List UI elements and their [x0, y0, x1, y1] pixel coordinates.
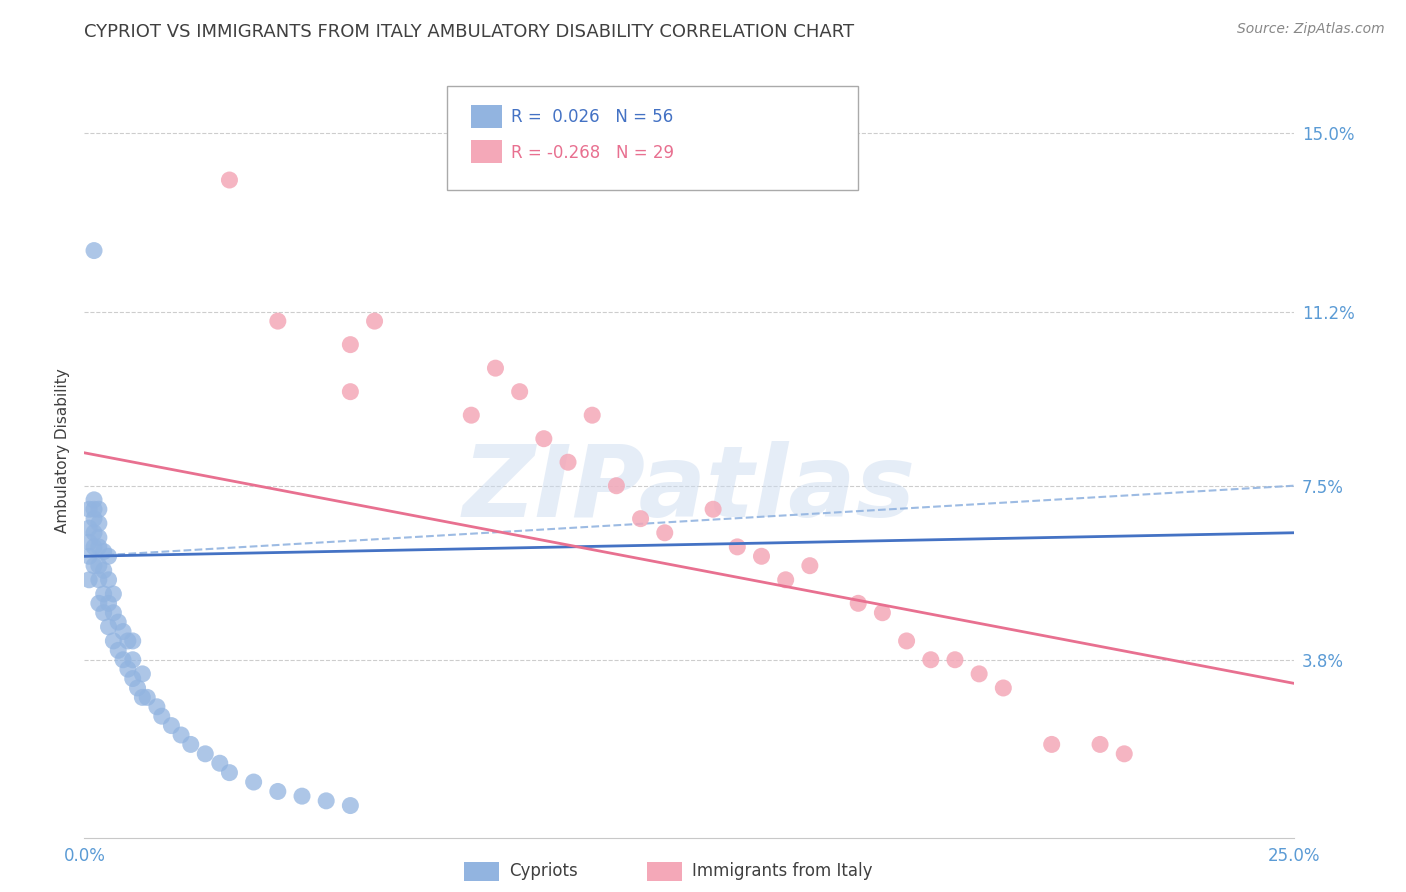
Point	[87, 502, 110, 516]
Point	[107, 643, 129, 657]
Point	[97, 549, 120, 564]
Point	[103, 606, 125, 620]
Point	[267, 784, 290, 798]
Point	[127, 681, 149, 695]
Point	[97, 620, 120, 634]
Point	[160, 718, 183, 732]
Text: Cypriots: Cypriots	[509, 863, 578, 880]
Point	[799, 558, 821, 573]
Point	[87, 573, 110, 587]
Point	[725, 540, 748, 554]
Point	[117, 662, 139, 676]
Point	[93, 587, 115, 601]
Point	[872, 606, 894, 620]
Point	[605, 479, 627, 493]
Y-axis label: Ambulatory Disability: Ambulatory Disability	[55, 368, 70, 533]
Text: ZIPatlas: ZIPatlas	[463, 441, 915, 538]
Point	[218, 765, 240, 780]
Point	[150, 709, 173, 723]
Point	[339, 337, 361, 351]
Point	[131, 666, 153, 681]
Point	[533, 432, 555, 446]
Point	[267, 314, 290, 328]
Point	[77, 521, 100, 535]
Point	[967, 666, 990, 681]
Point	[581, 408, 603, 422]
Point	[339, 384, 361, 399]
Point	[87, 596, 110, 610]
Point	[702, 502, 724, 516]
Text: R = -0.268   N = 29: R = -0.268 N = 29	[512, 145, 675, 162]
Text: R =  0.026   N = 56: R = 0.026 N = 56	[512, 108, 673, 126]
Point	[83, 525, 105, 540]
Point	[83, 492, 105, 507]
Point	[83, 502, 105, 516]
FancyBboxPatch shape	[447, 86, 858, 191]
Point	[170, 728, 193, 742]
Point	[315, 794, 337, 808]
Point	[1114, 747, 1136, 761]
Point	[107, 615, 129, 629]
Point	[77, 549, 100, 564]
Point	[509, 384, 531, 399]
Text: Immigrants from Italy: Immigrants from Italy	[692, 863, 872, 880]
Point	[87, 516, 110, 531]
Point	[180, 738, 202, 752]
Point	[218, 173, 240, 187]
Point	[77, 535, 100, 549]
Point	[121, 672, 143, 686]
Point	[83, 511, 105, 525]
Point	[83, 558, 105, 573]
Point	[557, 455, 579, 469]
Point	[339, 798, 361, 813]
Point	[654, 525, 676, 540]
Text: Source: ZipAtlas.com: Source: ZipAtlas.com	[1237, 22, 1385, 37]
Point	[1088, 738, 1111, 752]
Text: CYPRIOT VS IMMIGRANTS FROM ITALY AMBULATORY DISABILITY CORRELATION CHART: CYPRIOT VS IMMIGRANTS FROM ITALY AMBULAT…	[84, 23, 855, 41]
Point	[630, 511, 652, 525]
Point	[87, 540, 110, 554]
Point	[93, 606, 115, 620]
Point	[896, 634, 918, 648]
Point	[484, 361, 506, 376]
Point	[93, 544, 115, 558]
Point	[775, 573, 797, 587]
Point	[121, 634, 143, 648]
Point	[363, 314, 385, 328]
Point	[846, 596, 869, 610]
Point	[83, 244, 105, 258]
Point	[460, 408, 482, 422]
Point	[136, 690, 159, 705]
Point	[77, 502, 100, 516]
Point	[103, 634, 125, 648]
Bar	[471, 105, 502, 128]
Point	[117, 634, 139, 648]
Point	[242, 775, 264, 789]
Point	[993, 681, 1015, 695]
Bar	[471, 140, 502, 163]
Point	[97, 596, 120, 610]
Point	[121, 653, 143, 667]
Point	[83, 540, 105, 554]
Point	[97, 573, 120, 587]
Point	[131, 690, 153, 705]
Point	[146, 699, 169, 714]
Point	[87, 531, 110, 545]
Point	[1040, 738, 1063, 752]
Point	[112, 624, 135, 639]
Point	[194, 747, 217, 761]
Point	[920, 653, 942, 667]
Point	[93, 563, 115, 577]
Point	[943, 653, 966, 667]
Point	[77, 573, 100, 587]
Point	[87, 558, 110, 573]
Point	[291, 789, 314, 804]
Point	[751, 549, 773, 564]
Point	[112, 653, 135, 667]
Point	[103, 587, 125, 601]
Point	[208, 756, 231, 771]
